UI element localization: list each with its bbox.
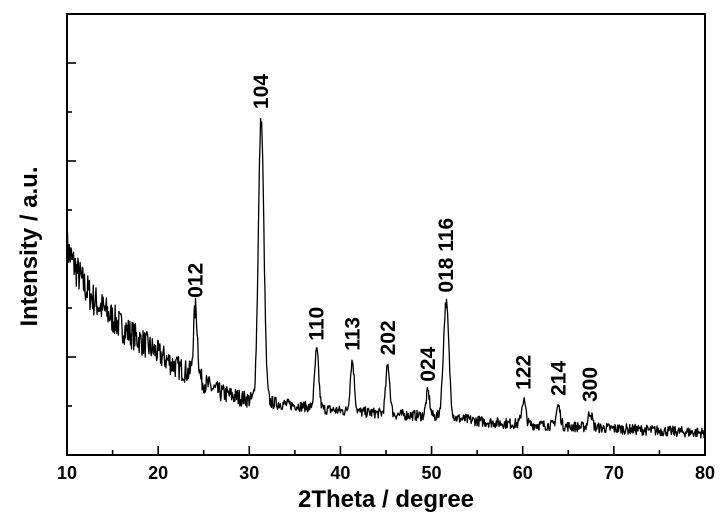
peak-label-024: 024: [417, 346, 440, 381]
x-tick-label: 40: [330, 463, 350, 483]
peak-label-202: 202: [377, 320, 400, 355]
peak-label-300: 300: [579, 367, 602, 402]
x-axis-title: 2Theta / degree: [298, 486, 474, 513]
y-axis-title: Intensity / a.u.: [16, 166, 43, 326]
peak-label-122: 122: [513, 355, 536, 390]
x-tick-label: 20: [148, 463, 168, 483]
peak-label-113: 113: [341, 317, 364, 351]
peak-label-214: 214: [547, 361, 570, 396]
plot-frame: [66, 13, 706, 456]
peak-label-104: 104: [250, 74, 273, 109]
x-tick-label: 50: [422, 463, 442, 483]
x-tick-label: 10: [57, 463, 77, 483]
x-tick-label: 70: [604, 463, 624, 483]
peak-label-018-116: 018 116: [435, 218, 458, 293]
ticks-layer: [66, 62, 706, 455]
peak-labels: 012 104 110 113 202 024 018 116 122 214 300: [185, 74, 603, 402]
x-tick-label: 30: [239, 463, 259, 483]
peak-label-110: 110: [306, 307, 329, 341]
x-tick-label: 80: [695, 463, 715, 483]
x-tick-label: 60: [513, 463, 533, 483]
series-line-xrd-pattern: [66, 118, 706, 439]
x-tick-labels: 10 20 30 40 50 60 70 80: [57, 463, 715, 483]
peak-label-012: 012: [185, 263, 208, 298]
